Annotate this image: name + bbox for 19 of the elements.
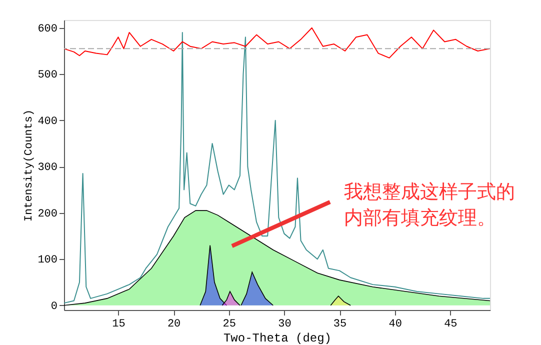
- y-axis-title: Intensity(Counts): [24, 109, 36, 222]
- y-tick-label: 100: [38, 254, 58, 267]
- x-tick-label: 25: [222, 318, 236, 330]
- line-series: [64, 27, 490, 58]
- y-tick-label: 300: [38, 162, 58, 174]
- y-tick-label: 200: [38, 208, 58, 220]
- y-tick-label: 500: [38, 70, 58, 82]
- x-tick-label: 40: [388, 318, 402, 330]
- y-tick-label: 400: [38, 116, 58, 128]
- y-tick-label: 0: [50, 300, 58, 313]
- x-tick-label: 30: [278, 318, 292, 330]
- x-axis-title: Two-Theta (deg): [223, 332, 332, 345]
- x-tick-label: 45: [444, 318, 458, 330]
- annotation: 内部有填充纹理。: [344, 207, 496, 229]
- annotation: 我想整成这样子式的: [344, 181, 515, 203]
- x-tick-label: 20: [167, 318, 181, 330]
- x-tick-label: 15: [112, 318, 126, 330]
- x-tick-label: 35: [333, 318, 347, 330]
- y-tick-label: 600: [38, 23, 58, 36]
